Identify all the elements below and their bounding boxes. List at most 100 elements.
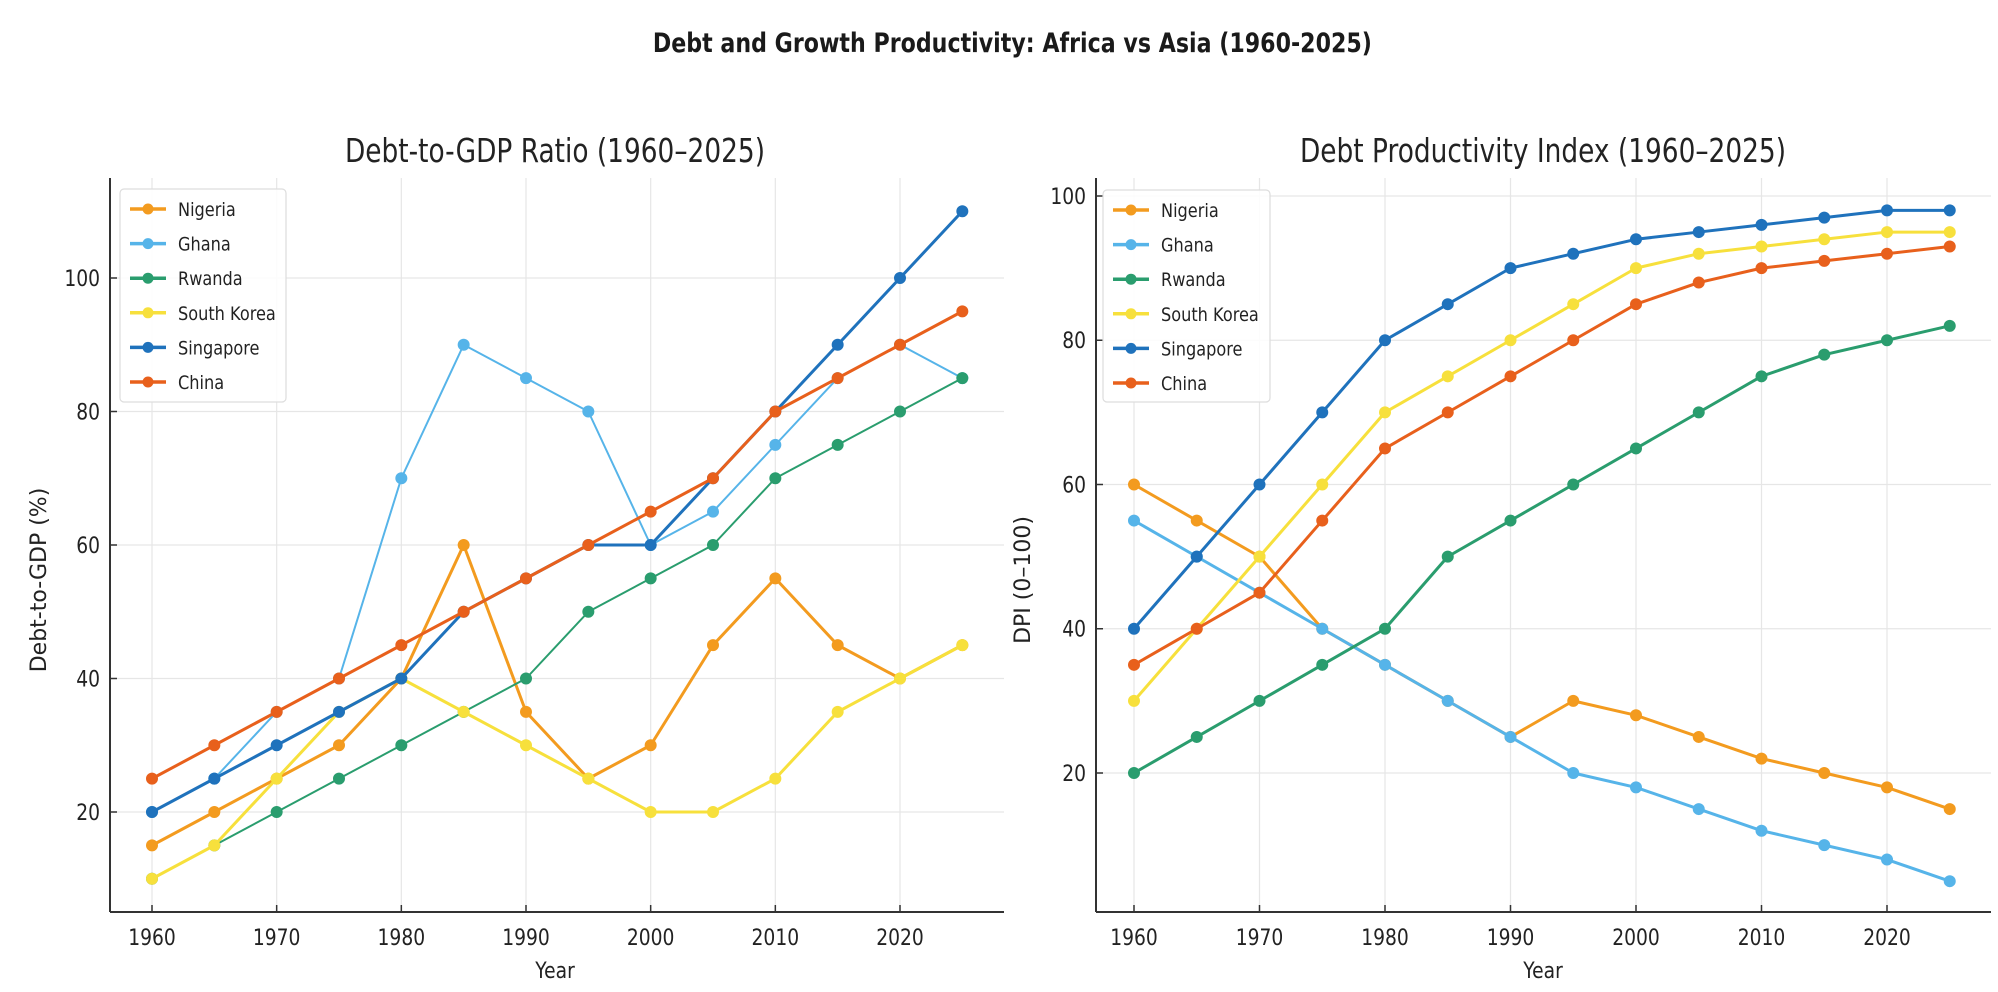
data-point-rwanda <box>520 672 532 685</box>
data-point-rwanda <box>769 472 782 485</box>
data-point-china <box>1818 254 1831 267</box>
data-point-south-korea <box>1943 226 1956 239</box>
legend-item-south-korea: South Korea <box>1113 305 1259 326</box>
data-point-ghana <box>1128 514 1140 527</box>
legend-label: Ghana <box>1161 235 1214 257</box>
data-point-south-korea <box>1253 550 1266 563</box>
data-point-singapore <box>146 806 158 818</box>
data-point-south-korea <box>1630 262 1642 275</box>
series-line-china <box>1132 244 1952 667</box>
legend-marker-singapore <box>142 341 154 353</box>
data-point-rwanda <box>1253 694 1266 707</box>
data-point-ghana <box>1504 730 1517 743</box>
data-point-china <box>1128 658 1140 671</box>
legend-item-rwanda: Rwanda <box>130 269 243 291</box>
legend-item-ghana: Ghana <box>130 234 231 256</box>
series-south-korea <box>146 639 969 885</box>
data-point-china <box>894 338 906 351</box>
series-ghana <box>1128 514 1956 888</box>
legend-item-singapore: Singapore <box>130 338 259 360</box>
y-tick-label: 60 <box>1062 472 1086 498</box>
x-tick-label: 2010 <box>1738 925 1786 951</box>
subplot-title: Debt Productivity Index (1960–2025) <box>1300 132 1786 171</box>
data-point-south-korea <box>1316 478 1329 491</box>
data-point-singapore <box>1316 406 1329 419</box>
data-point-south-korea <box>1881 226 1893 239</box>
y-tick-label: 100 <box>64 266 100 292</box>
data-point-singapore <box>395 672 408 685</box>
data-point-singapore <box>831 338 844 351</box>
legend-label: Rwanda <box>1161 270 1226 292</box>
data-point-rwanda <box>1943 319 1956 332</box>
legend-item-nigeria: Nigeria <box>130 200 236 221</box>
data-point-rwanda <box>831 438 844 451</box>
data-point-china <box>1379 442 1391 455</box>
y-tick-label: 80 <box>1062 328 1086 354</box>
y-tick-label: 20 <box>1062 761 1086 787</box>
data-point-singapore <box>1379 334 1391 347</box>
series-nigeria <box>146 539 969 852</box>
data-point-south-korea <box>270 772 283 785</box>
data-point-nigeria <box>1567 694 1580 707</box>
series-line-ghana <box>1132 519 1952 883</box>
data-point-nigeria <box>1128 478 1140 491</box>
data-point-singapore <box>1128 622 1140 635</box>
data-point-rwanda <box>395 739 408 752</box>
legend-marker-rwanda <box>142 272 154 284</box>
data-point-china <box>831 372 844 385</box>
data-point-singapore <box>1818 211 1831 224</box>
data-point-rwanda <box>582 605 595 618</box>
y-axis-label: DPI (0–100) <box>1011 516 1036 644</box>
series-line-south-korea <box>150 643 964 881</box>
legend-item-nigeria: Nigeria <box>1113 201 1219 222</box>
data-point-south-korea <box>894 672 906 685</box>
x-tick-label: 2000 <box>1612 925 1660 951</box>
data-point-nigeria <box>1692 730 1705 743</box>
data-point-china <box>333 672 345 685</box>
data-point-singapore <box>270 739 283 752</box>
data-point-china <box>1190 622 1203 635</box>
data-point-singapore <box>1692 226 1705 239</box>
data-point-south-korea <box>707 806 719 818</box>
y-tick-label: 60 <box>76 533 100 559</box>
legend-marker-ghana <box>142 238 154 250</box>
data-point-china <box>769 405 782 418</box>
data-point-south-korea <box>146 872 158 885</box>
data-point-south-korea <box>1441 370 1454 383</box>
subplot-title: Debt-to-GDP Ratio (1960–2025) <box>345 132 765 171</box>
data-point-ghana <box>1818 839 1831 852</box>
data-point-rwanda <box>270 806 283 818</box>
series-rwanda <box>146 372 969 885</box>
data-point-nigeria <box>520 705 532 718</box>
series-china <box>146 305 969 785</box>
data-point-singapore <box>333 705 345 718</box>
x-axis-label: Year <box>1522 958 1563 984</box>
data-point-rwanda <box>1630 442 1642 455</box>
legend-label: China <box>1161 374 1207 396</box>
data-point-ghana <box>769 438 782 451</box>
data-point-south-korea <box>1755 240 1768 253</box>
y-tick-label: 80 <box>76 399 100 425</box>
legend-label: Ghana <box>178 234 231 256</box>
data-point-nigeria <box>1943 803 1956 816</box>
legend-label: Singapore <box>178 338 259 360</box>
series-line-south-korea <box>1132 230 1952 703</box>
data-point-rwanda <box>1567 478 1580 491</box>
data-point-china <box>644 505 657 518</box>
debt-productivity-panel: 1960 1970 1980 1990 2000 2010 202020406080100D… <box>1011 132 1991 983</box>
data-point-rwanda <box>1755 370 1768 383</box>
series-line-china <box>150 309 964 781</box>
data-point-nigeria <box>208 806 221 818</box>
data-point-china <box>1441 406 1454 419</box>
legend-item-singapore: Singapore <box>1113 339 1242 361</box>
data-point-nigeria <box>333 739 345 752</box>
x-tick-label: 1970 <box>1236 925 1284 951</box>
legend-label: China <box>178 373 224 395</box>
legend-marker-south-korea <box>1125 308 1137 320</box>
legend-marker-ghana <box>1125 239 1137 251</box>
data-point-nigeria <box>644 739 657 752</box>
data-point-ghana <box>1630 781 1642 794</box>
data-point-china <box>1504 370 1517 383</box>
legend-marker-south-korea <box>142 307 154 319</box>
data-point-china <box>1943 240 1956 253</box>
